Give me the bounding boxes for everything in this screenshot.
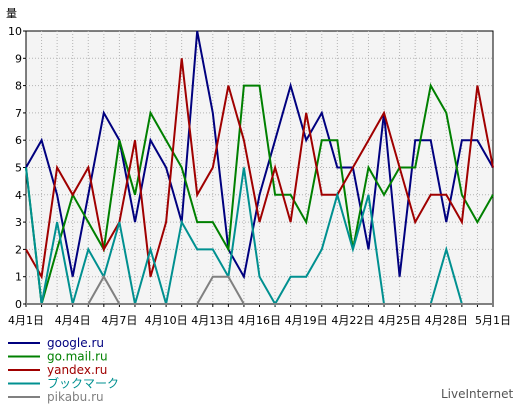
x-tick-label: 4月10日 <box>145 314 188 327</box>
legend-entry: ブックマーク <box>47 376 119 391</box>
y-tick-label: 5 <box>15 162 22 175</box>
legend-entry: pikabu.ru <box>47 390 104 404</box>
y-tick-label: 0 <box>15 298 22 311</box>
y-tick-label: 10 <box>8 25 22 38</box>
series-line-4 <box>26 274 493 305</box>
y-tick-label: 9 <box>15 52 22 65</box>
y-axis-label: 量 <box>6 7 17 20</box>
legend-entry: yandex.ru <box>47 363 107 377</box>
x-tick-label: 4月7日 <box>101 314 137 327</box>
y-tick-label: 4 <box>15 189 22 202</box>
series-line-0 <box>25 30 494 280</box>
x-tick-label: 4月19日 <box>285 314 328 327</box>
y-tick-label: 6 <box>15 134 22 147</box>
x-tick-label: 4月1日 <box>8 314 44 327</box>
y-tick-label: 2 <box>15 243 22 256</box>
grid-lines <box>26 31 493 304</box>
x-tick-label: 4月13日 <box>191 314 234 327</box>
series-lines <box>25 30 494 307</box>
x-tick-label: 4月25日 <box>378 314 421 327</box>
y-tick-label: 8 <box>15 80 22 93</box>
x-tick-label: 4月4日 <box>55 314 91 327</box>
x-tick-label: 5月1日 <box>475 314 511 327</box>
x-tick-label: 4月16日 <box>238 314 281 327</box>
y-axis-ticks: 0 1 2 3 4 5 6 7 8 9 10 <box>8 25 26 311</box>
watermark-text: LiveInternet <box>441 387 513 401</box>
legend: google.rugo.mail.ruyandex.ruブックマークpikabu… <box>8 336 119 404</box>
x-tick-label: 4月28日 <box>425 314 468 327</box>
x-tick-label: 4月22日 <box>331 314 374 327</box>
y-tick-label: 7 <box>15 107 22 120</box>
y-tick-label: 3 <box>15 216 22 229</box>
x-axis-ticks: 4月1日 4月4日 4月7日 4月10日 4月13日 4月16日 4月19日 4月22日 4月2… <box>8 304 511 327</box>
legend-entry: go.mail.ru <box>47 350 108 364</box>
y-tick-label: 1 <box>15 271 22 284</box>
legend-entry: google.ru <box>47 336 104 350</box>
series-line-2 <box>25 58 494 280</box>
